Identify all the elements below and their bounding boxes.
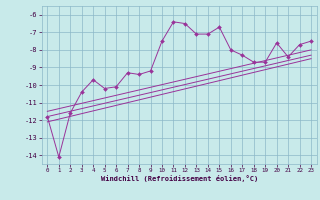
X-axis label: Windchill (Refroidissement éolien,°C): Windchill (Refroidissement éolien,°C) bbox=[100, 175, 258, 182]
